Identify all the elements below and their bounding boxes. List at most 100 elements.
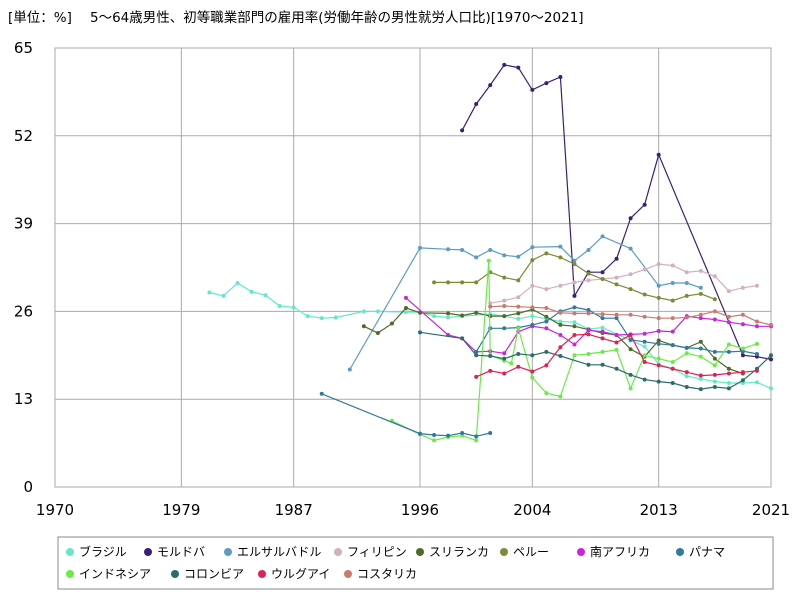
series-1-point-6 [544,81,549,86]
series-3-point-10 [628,272,633,277]
series-5-point-10 [572,262,577,267]
series-0-point-10 [361,309,366,314]
series-6-point-23 [754,324,759,329]
series-10 [474,332,759,379]
series-10-point-10 [614,340,619,345]
legend-marker-8 [66,570,74,578]
series-0-point-32 [712,379,717,384]
series-0-point-31 [698,376,703,381]
series-9-point-5 [516,351,521,356]
series-1-line [461,64,772,360]
series-7-point-8 [586,308,591,313]
series-8-point-5 [474,438,479,443]
legend-marker-9 [171,570,179,578]
series-4-point-0 [361,324,366,329]
series-8-point-10 [516,326,521,331]
series-0-point-22 [558,319,563,324]
series-1-point-12 [628,216,633,221]
legend-label-10: ウルグアイ [271,567,330,581]
x-tick-label-4: 2004 [513,501,551,519]
series-3-point-6 [572,280,577,285]
series-2-point-0 [347,367,352,372]
series-3-point-18 [740,285,745,290]
series-10-point-7 [572,333,577,338]
series-10-point-6 [558,345,563,350]
legend-item-1: モルドバ [144,545,205,559]
series-1-point-7 [558,75,563,80]
series-0-point-25 [600,325,605,330]
series-1-point-17 [769,357,773,362]
legend-item-9: コロンビア [171,567,244,581]
legend-item-0: ブラジル [66,544,127,559]
unit-label: [単位：%] [8,10,72,26]
series-9-point-19 [726,386,731,391]
series-5-point-20 [712,297,717,302]
series-layer [207,62,773,443]
series-5-point-18 [684,293,689,298]
series-10-point-19 [740,370,745,375]
series-11-point-13 [670,316,675,321]
series-2-point-6 [502,253,507,258]
series-5-point-6 [516,278,521,283]
series-8-point-2 [432,438,437,443]
series-7-point-7 [572,305,577,310]
series-6-point-12 [600,329,605,334]
series-10-point-20 [754,368,759,373]
series-2-point-15 [670,281,675,286]
series-9-point-7 [544,349,549,354]
series-3-point-17 [726,289,731,294]
series-0-point-9 [333,315,338,320]
series-7-segment-b [319,391,493,439]
series-8-point-21 [670,360,675,365]
series-4-point-20 [656,338,661,343]
series-7-point-18 [726,349,731,354]
series-8-point-13 [558,394,563,399]
series-11-point-5 [558,310,563,315]
series-11-point-8 [600,312,605,317]
series-0-point-7 [305,314,310,319]
series-5-point-9 [558,255,563,260]
x-axis-ticks: 1970 1979 1987 1996 2004 2013 2021 [36,501,790,519]
series-11-point-19 [754,319,759,324]
legend: ブラジル モルドバ エルサルバドル フィリピン スリランカ ペルー 南アフリカ パナマインドネ… [57,536,774,590]
series-10-point-18 [726,371,731,376]
series-2-point-1 [418,245,423,250]
series-5-point-3 [474,280,479,285]
series-7-segment-b-point-4 [460,430,465,435]
series-7-point-15 [684,345,689,350]
legend-item-3: フィリピン [334,545,407,559]
series-10-point-9 [600,336,605,341]
series-4-point-5 [446,311,451,316]
series-11-point-4 [544,306,549,311]
series-8-point-14 [572,353,577,358]
series-7-point-5 [544,319,549,324]
series-5-point-15 [642,292,647,297]
series-10-point-0 [474,374,479,379]
y-tick-label-0: 0 [23,478,33,496]
legend-label-4: スリランカ [429,545,489,559]
series-3-line [490,263,758,304]
series-7-segment-b-point-0 [319,391,324,396]
series-1-point-5 [530,87,535,92]
series-11-point-2 [516,304,521,309]
series-10-point-17 [712,372,717,377]
series-10-point-5 [544,363,549,368]
legend-marker-11 [344,570,352,578]
series-9-point-8 [558,353,563,358]
series-0-point-23 [572,320,577,325]
series-3-point-14 [684,270,689,275]
series-2-point-9 [558,244,563,249]
series-1-point-4 [516,65,521,70]
series-8-point-6 [486,258,491,263]
legend-item-4: スリランカ [416,545,489,559]
series-11-point-14 [684,315,689,320]
series-11-point-11 [642,314,647,319]
series-1-point-10 [600,270,605,275]
series-10-point-2 [502,371,507,376]
series-2-point-7 [516,254,521,259]
series-11 [488,303,773,327]
series-4-point-7 [474,310,479,315]
series-6-point-9 [558,333,563,338]
series-4-point-6 [460,313,465,318]
series-5-point-17 [670,298,675,303]
